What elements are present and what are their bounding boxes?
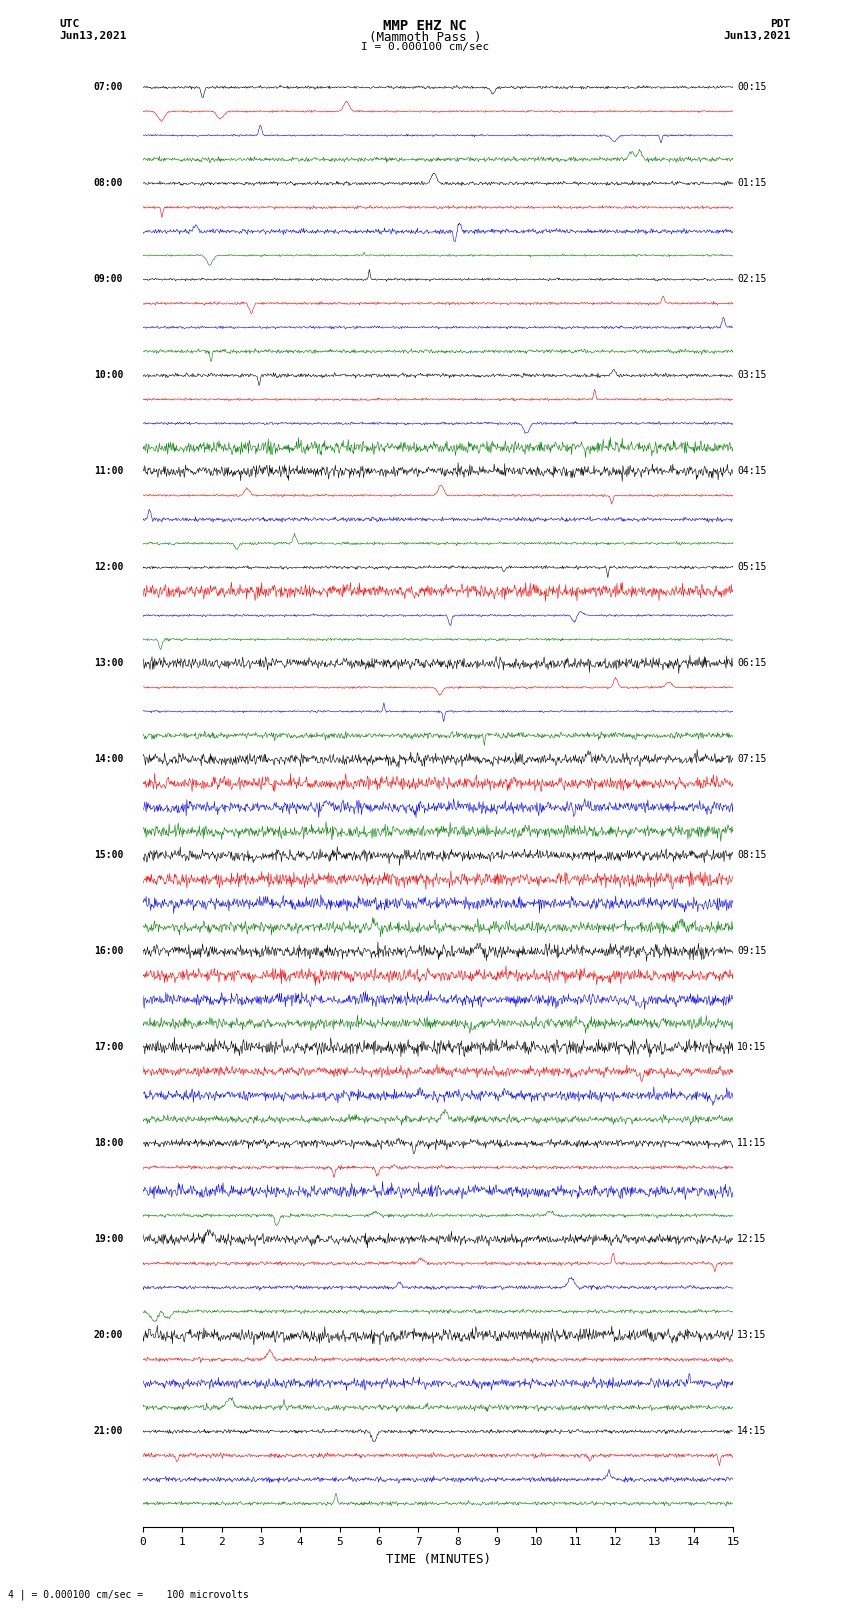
Text: 16:00: 16:00 <box>94 947 123 957</box>
Text: 07:15: 07:15 <box>737 755 767 765</box>
Text: 01:15: 01:15 <box>737 179 767 189</box>
Text: 03:15: 03:15 <box>737 371 767 381</box>
Text: 12:00: 12:00 <box>94 563 123 573</box>
Text: UTC: UTC <box>60 19 80 29</box>
Text: 00:15: 00:15 <box>737 82 767 92</box>
Text: 12:15: 12:15 <box>737 1234 767 1245</box>
Text: 05:15: 05:15 <box>737 563 767 573</box>
Text: 20:00: 20:00 <box>94 1331 123 1340</box>
Text: 04:15: 04:15 <box>737 466 767 476</box>
Text: 09:15: 09:15 <box>737 947 767 957</box>
Text: I = 0.000100 cm/sec: I = 0.000100 cm/sec <box>361 42 489 52</box>
Text: 13:15: 13:15 <box>737 1331 767 1340</box>
Text: 14:15: 14:15 <box>737 1426 767 1437</box>
Text: 09:00: 09:00 <box>94 274 123 284</box>
Text: PDT: PDT <box>770 19 790 29</box>
Text: 11:15: 11:15 <box>737 1139 767 1148</box>
Text: 18:00: 18:00 <box>94 1139 123 1148</box>
Text: 14:00: 14:00 <box>94 755 123 765</box>
Text: 10:00: 10:00 <box>94 371 123 381</box>
Text: (Mammoth Pass ): (Mammoth Pass ) <box>369 31 481 44</box>
Text: 08:15: 08:15 <box>737 850 767 860</box>
Text: 08:00: 08:00 <box>94 179 123 189</box>
X-axis label: TIME (MINUTES): TIME (MINUTES) <box>386 1553 490 1566</box>
Text: 17:00: 17:00 <box>94 1042 123 1052</box>
Text: Jun13,2021: Jun13,2021 <box>723 31 791 40</box>
Text: 06:15: 06:15 <box>737 658 767 668</box>
Text: 11:00: 11:00 <box>94 466 123 476</box>
Text: 02:15: 02:15 <box>737 274 767 284</box>
Text: Jun13,2021: Jun13,2021 <box>60 31 127 40</box>
Text: 10:15: 10:15 <box>737 1042 767 1052</box>
Text: 13:00: 13:00 <box>94 658 123 668</box>
Text: 4 | = 0.000100 cm/sec =    100 microvolts: 4 | = 0.000100 cm/sec = 100 microvolts <box>8 1589 249 1600</box>
Text: 19:00: 19:00 <box>94 1234 123 1245</box>
Text: 15:00: 15:00 <box>94 850 123 860</box>
Text: 21:00: 21:00 <box>94 1426 123 1437</box>
Text: 07:00: 07:00 <box>94 82 123 92</box>
Text: MMP EHZ NC: MMP EHZ NC <box>383 19 467 34</box>
